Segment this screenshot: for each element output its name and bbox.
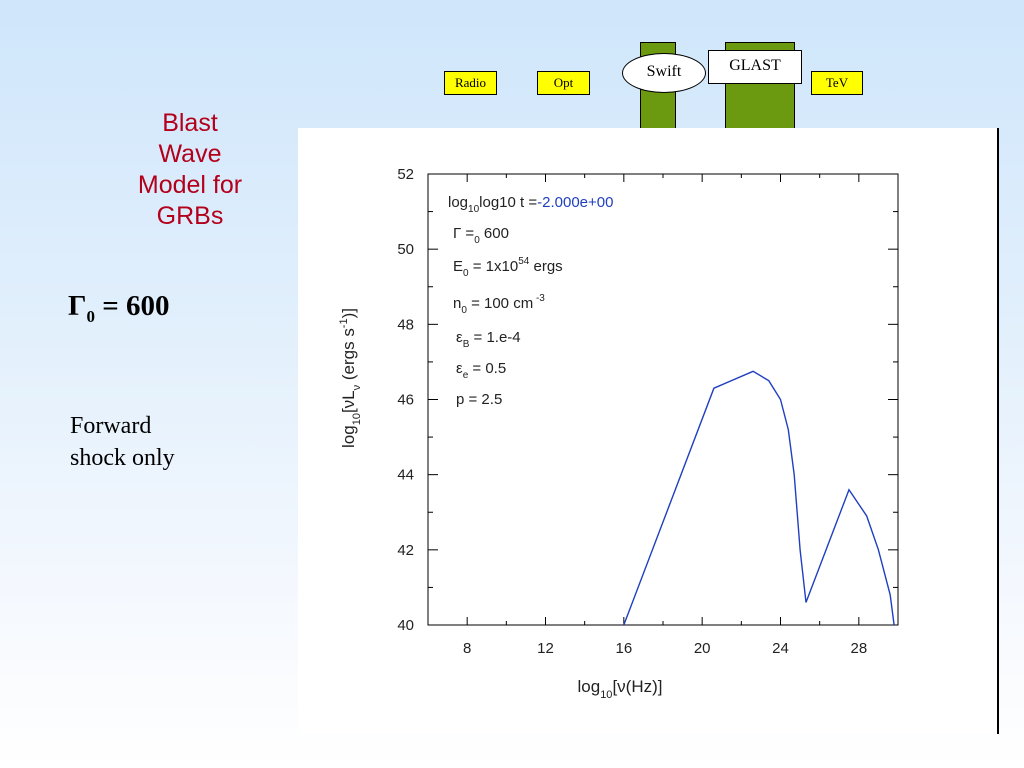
y-tick-label: 50 bbox=[397, 241, 414, 258]
plot-panel: 8 12 16 20 24 28 40 42 44 46 48 50 52 log10log10 t =… bbox=[298, 128, 997, 734]
panel-edge bbox=[997, 128, 999, 734]
x-tick-label: 16 bbox=[615, 640, 632, 657]
param-time: log10log10 t =-2.000e+00 bbox=[448, 194, 613, 215]
x-tick-label: 28 bbox=[850, 640, 867, 657]
x-tick-label: 20 bbox=[694, 640, 711, 657]
opt-band: Opt bbox=[537, 71, 590, 95]
gamma-label: Γ0 = 600 bbox=[68, 290, 169, 327]
gamma-value: = 600 bbox=[102, 290, 170, 322]
param-energy: E0 = 1x1054 ergs bbox=[453, 256, 563, 279]
forward-shock-note: Forward shock only bbox=[70, 410, 175, 474]
x-tick-label: 8 bbox=[463, 640, 471, 657]
y-tick-label: 46 bbox=[397, 392, 414, 409]
x-tick-label: 24 bbox=[772, 640, 789, 657]
swift-label: Swift bbox=[622, 53, 706, 93]
sed-chart: 8 12 16 20 24 28 40 42 44 46 48 50 52 log10log10 t =… bbox=[338, 166, 899, 701]
title-line: Blast bbox=[162, 109, 218, 137]
x-tick-label: 12 bbox=[537, 640, 554, 657]
param-p: p = 2.5 bbox=[456, 391, 502, 408]
param-epsilon-b: εB = 1.e-4 bbox=[456, 329, 521, 350]
y-tick-label: 44 bbox=[397, 467, 414, 484]
param-block: log10log10 t =-2.000e+00 Γ =0 600 E0 = 1… bbox=[448, 194, 613, 408]
gamma-symbol: Γ bbox=[68, 290, 87, 322]
title-line: Model for bbox=[137, 171, 243, 199]
y-tick-label: 42 bbox=[397, 542, 414, 559]
title-line: Wave bbox=[158, 140, 222, 168]
param-density: n0 = 100 cm -3 bbox=[453, 293, 545, 316]
glast-label: GLAST bbox=[708, 50, 802, 84]
y-tick-label: 52 bbox=[397, 166, 414, 183]
gamma-subscript: 0 bbox=[86, 306, 95, 326]
y-tick-label: 40 bbox=[397, 617, 414, 634]
sed-curve bbox=[623, 370, 895, 626]
note-line: Forward bbox=[70, 413, 152, 439]
x-axis-label: log10[ν(Hz)] bbox=[578, 677, 663, 701]
radio-band: Radio bbox=[444, 71, 497, 95]
param-epsilon-e: εe = 0.5 bbox=[456, 360, 506, 381]
note-line: shock only bbox=[70, 445, 175, 471]
tev-band: TeV bbox=[811, 71, 863, 95]
y-tick-label: 48 bbox=[397, 316, 414, 333]
param-gamma: Γ =0 600 bbox=[453, 225, 509, 246]
y-axis-label: log10[νLν (ergs s-1)] bbox=[338, 308, 363, 448]
slide-title: Blast Wave Model for GRBs bbox=[60, 108, 320, 232]
title-line: GRBs bbox=[156, 202, 224, 230]
